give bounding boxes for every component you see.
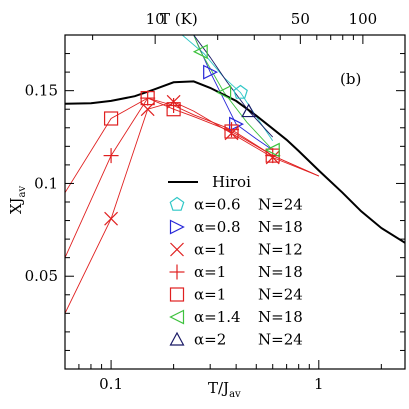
legend-marker-5 <box>169 287 185 302</box>
series-curve-5 <box>65 97 319 193</box>
legend-marker-6 <box>169 309 185 325</box>
series-curve-6 <box>193 35 274 151</box>
x-axis-label: T/Jav <box>208 379 241 400</box>
y-tick-label: 0.05 <box>25 267 58 285</box>
top-tick-label: 10 <box>146 10 165 28</box>
data-point-2-1 <box>229 116 244 132</box>
data-point-6-1 <box>216 85 232 100</box>
legend-marker-7 <box>169 331 185 346</box>
legend-alpha: α=1 <box>194 241 226 259</box>
legend-marker-3 <box>170 242 184 257</box>
data-point-7-0 <box>241 103 257 118</box>
data-point-5-3 <box>224 124 239 139</box>
y-axis-label: XJav <box>7 185 28 214</box>
ticks-layer: 0.1 1 10 50 100 0.05 0.1 0.15 <box>25 10 405 393</box>
series-curve-2 <box>193 35 273 151</box>
legend-entry-5: α=1 N=24 <box>169 286 303 304</box>
y-tick-label: 0.15 <box>25 82 58 100</box>
legend-alpha: α=0.6 <box>194 196 241 214</box>
legend-marker-1 <box>169 196 185 211</box>
data-point-5-0 <box>103 111 119 126</box>
top-tick-label: 50 <box>291 10 310 28</box>
legend-label: Hiroi <box>212 173 251 191</box>
svg-text:T/Jav: T/Jav <box>208 379 241 400</box>
data-point-4-2 <box>166 98 182 114</box>
legend-n: N=18 <box>258 218 303 236</box>
legend-n: N=18 <box>258 263 303 281</box>
x-tick-label: 1 <box>314 375 324 393</box>
legend-alpha: α=1.4 <box>194 308 241 326</box>
top-tick-label: 100 <box>349 10 378 28</box>
svg-text:XJav: XJav <box>7 185 28 214</box>
y-axis-label-sub: av <box>17 185 28 197</box>
legend-entry-2: α=0.8 N=18 <box>169 218 303 236</box>
legend-entry-7: α=2 N=24 <box>169 331 303 349</box>
data-point-2-0 <box>203 64 219 80</box>
legend-entry-6: α=1.4 N=18 <box>169 308 303 326</box>
panel-label: (b) <box>340 70 361 88</box>
legend-alpha: α=1 <box>194 263 226 281</box>
legend-n: N=24 <box>258 196 303 214</box>
data-point-1-0 <box>233 84 248 99</box>
legend-entry-3: α=1 N=12 <box>170 241 303 259</box>
legend-n: N=18 <box>258 308 303 326</box>
legend-alpha: α=1 <box>194 286 226 304</box>
legend-n: N=24 <box>258 331 303 349</box>
legend-entry-0: Hiroi <box>168 173 251 191</box>
x-axis-label-main: T/J <box>208 379 229 397</box>
data-point-6-2 <box>264 142 280 158</box>
data-point-3-0 <box>104 211 119 226</box>
y-axis-label-main: XJ <box>7 197 25 214</box>
legend-entry-1: α=0.6 N=24 <box>169 196 303 214</box>
legend-n: N=24 <box>258 286 303 304</box>
legend-marker-2 <box>169 219 185 235</box>
y-tick-label: 0.1 <box>34 174 58 192</box>
legend-alpha: α=0.8 <box>194 218 241 236</box>
data-point-5-2 <box>166 102 181 117</box>
data-point-4-0 <box>103 148 119 164</box>
series-curve-7 <box>193 35 274 138</box>
x-axis-label-sub: av <box>229 389 241 400</box>
top-axis-label: T (K) <box>160 10 198 28</box>
data-point-6-0 <box>192 44 208 60</box>
marker-layer <box>103 44 281 226</box>
x-tick-label: 0.1 <box>99 375 123 393</box>
data-point-4-1 <box>140 90 156 106</box>
legend-marker-4 <box>169 264 185 280</box>
legend-alpha: α=2 <box>194 331 226 349</box>
legend-n: N=12 <box>258 241 303 259</box>
data-point-5-1 <box>140 90 155 106</box>
legend-entry-4: α=1 N=18 <box>169 263 303 281</box>
